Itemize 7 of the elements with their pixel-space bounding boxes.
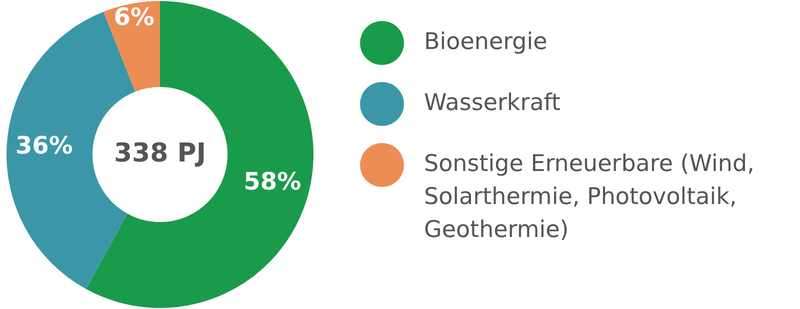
text: 338 PJ [114, 138, 206, 168]
data-label: 36% [15, 131, 73, 160]
data-label: 58% [244, 168, 302, 196]
legend-label: Bioenergie [424, 28, 548, 57]
legend-label: Sonstige Erneuerbare (Wind, Solarthermie, Photovoltaik, Geothermie) [424, 150, 756, 245]
data-label: 6% [114, 3, 154, 32]
legend-label: Wasserkraft [424, 89, 562, 118]
